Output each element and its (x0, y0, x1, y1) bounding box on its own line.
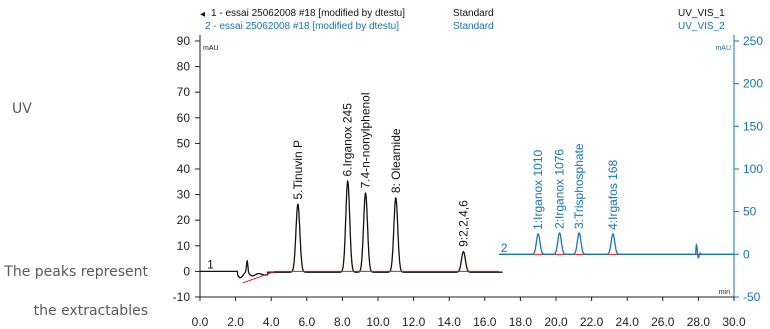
right-y-tick-label: -50 (743, 290, 761, 304)
left-y-tick-label: 50 (177, 136, 191, 150)
side-label-peaks-line2: the extractables (33, 303, 148, 319)
trace-1-baseline (242, 270, 500, 284)
x-tick-label: 18.0 (509, 315, 533, 329)
left-y-tick-label: 80 (177, 60, 191, 74)
trace-1-line (200, 179, 503, 279)
peak-label: 8: Oleamide (389, 128, 403, 193)
x-tick-label: 16.0 (473, 315, 497, 329)
x-tick-label: 6.0 (298, 315, 315, 329)
right-y-unit-label: mAU (715, 45, 731, 52)
x-tick-label: 20.0 (544, 315, 568, 329)
right-y-tick-label: 250 (743, 34, 763, 48)
left-y-tick-label: 30 (177, 188, 191, 202)
peak-label: 3:Trisphosphate (572, 143, 586, 229)
left-y-unit-label: mAU (203, 45, 219, 52)
x-unit-label: min (719, 289, 730, 296)
right-y-tick-label: 150 (743, 119, 763, 133)
trace2-method: Standard (453, 21, 494, 32)
trace-1-number-label: 1 (207, 257, 214, 271)
left-y-tick-label: 70 (177, 85, 191, 99)
left-y-tick-label: 90 (177, 34, 191, 48)
x-tick-label: 24.0 (616, 315, 640, 329)
x-tick-label: 14.0 (438, 315, 462, 329)
peak-label: 9:2,2,4,6 (456, 200, 470, 247)
left-y-tick-label: -10 (173, 290, 191, 304)
trace1-header-arrow-icon: ◂ (200, 9, 206, 20)
trace2-title: 2 - essai 25062008 #18 [modified by dtes… (205, 21, 400, 32)
trace2-channel: UV_VIS_2 (678, 21, 725, 32)
peak-label: 2:Irganox 1076 (553, 149, 567, 229)
right-y-tick-label: 200 (743, 77, 763, 91)
right-y-tick-label: 50 (743, 205, 757, 219)
x-tick-label: 22.0 (580, 315, 604, 329)
trace-2-number-label: 2 (501, 241, 508, 255)
left-y-tick-label: 0 (183, 264, 190, 278)
left-y-tick-label: 40 (177, 162, 191, 176)
x-tick-label: 28.0 (687, 315, 711, 329)
right-y-tick-label: 0 (743, 247, 750, 261)
peak-label: 5.Tinuvin P (291, 140, 305, 200)
trace1-title: 1 - essai 25062008 #18 [modified by dtes… (211, 8, 406, 19)
left-y-tick-label: 10 (177, 239, 191, 253)
x-tick-label: 0.0 (192, 315, 209, 329)
side-label-peaks-line1: The peaks represent (4, 264, 148, 280)
left-y-tick-label: 60 (177, 111, 191, 125)
peak-label: 1:Irganox 1010 (531, 149, 545, 229)
x-tick-label: 12.0 (402, 315, 426, 329)
trace1-channel: UV_VIS_1 (678, 8, 725, 19)
x-tick-label: 8.0 (334, 315, 351, 329)
side-label-uv: UV (12, 101, 32, 117)
x-tick-label: 26.0 (651, 315, 675, 329)
x-tick-label: 2.0 (227, 315, 244, 329)
left-y-tick-label: 20 (177, 213, 191, 227)
peak-label: 4:Irgafos 168 (606, 159, 620, 229)
right-y-tick-label: 100 (743, 162, 763, 176)
peak-label: 6.Irganox 245 (341, 103, 355, 177)
trace-2-line (499, 232, 734, 259)
peak-label: 7.4-n-nonylphenol (359, 92, 373, 188)
x-tick-label: 30.0 (722, 315, 746, 329)
x-tick-label: 10.0 (366, 315, 390, 329)
x-tick-label: 4.0 (263, 315, 280, 329)
trace1-method: Standard (453, 8, 494, 19)
